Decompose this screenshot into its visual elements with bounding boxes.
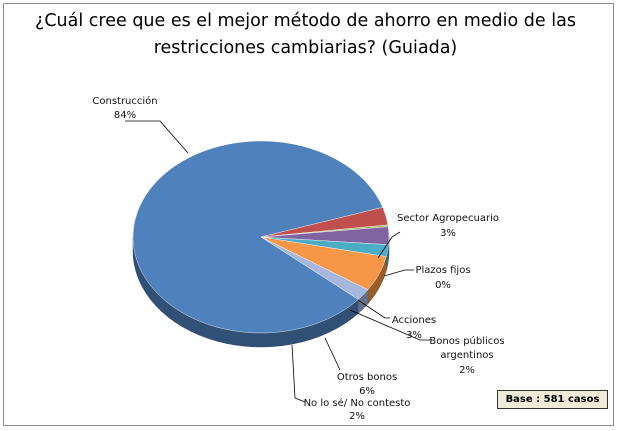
label-agro-pct: 3%: [440, 228, 456, 239]
pie-top: [132, 140, 390, 334]
label-bonos-publicos-name-2: argentinos: [440, 350, 493, 361]
chart-title: ¿Cuál cree que es el mejor método de aho…: [0, 8, 611, 62]
label-plazos-pct: 0%: [435, 280, 451, 291]
label-agro-name: Sector Agropecuario: [397, 213, 499, 224]
leader-line-agro: [377, 231, 401, 259]
label-nolose-name: No lo sé/ No contesto: [304, 397, 411, 409]
label-nolose-pct: 2%: [349, 411, 365, 422]
label-otros-name: Otros bonos: [337, 372, 397, 383]
leader-line-construccion: [125, 120, 189, 154]
label-acciones-name: Acciones: [392, 315, 436, 326]
base-note: Base : 581 casos: [497, 390, 608, 409]
leader-line-bonos-publicos: [349, 309, 432, 341]
label-bonos-publicos-pct: 2%: [459, 365, 475, 376]
leader-line-nolose: [291, 344, 306, 403]
label-acciones-pct: 3%: [406, 330, 422, 341]
leader-line-plazos: [383, 269, 414, 277]
chart-title-line-1: ¿Cuál cree que es el mejor método de aho…: [35, 11, 576, 31]
label-bonos-publicos-name-1: Bonos públicos: [429, 335, 504, 347]
leader-line-acciones: [357, 299, 390, 319]
label-construccion-name: Construcción: [92, 95, 157, 107]
leader-line-otros: [324, 337, 341, 371]
pie-slice-no-lo-se-no-contesto: [260, 236, 369, 300]
label-construccion-pct: 84%: [114, 110, 136, 121]
label-plazos-name: Plazos fijos: [415, 265, 470, 276]
leader-lines: [125, 120, 432, 403]
slice-labels: Construcción 84% Sector Agropecuario 3% …: [92, 95, 504, 422]
label-otros-pct: 6%: [359, 386, 375, 397]
pie-slice-construccion: [132, 140, 384, 334]
chart-title-line-2: restricciones cambiarias? (Guiada): [153, 38, 458, 58]
